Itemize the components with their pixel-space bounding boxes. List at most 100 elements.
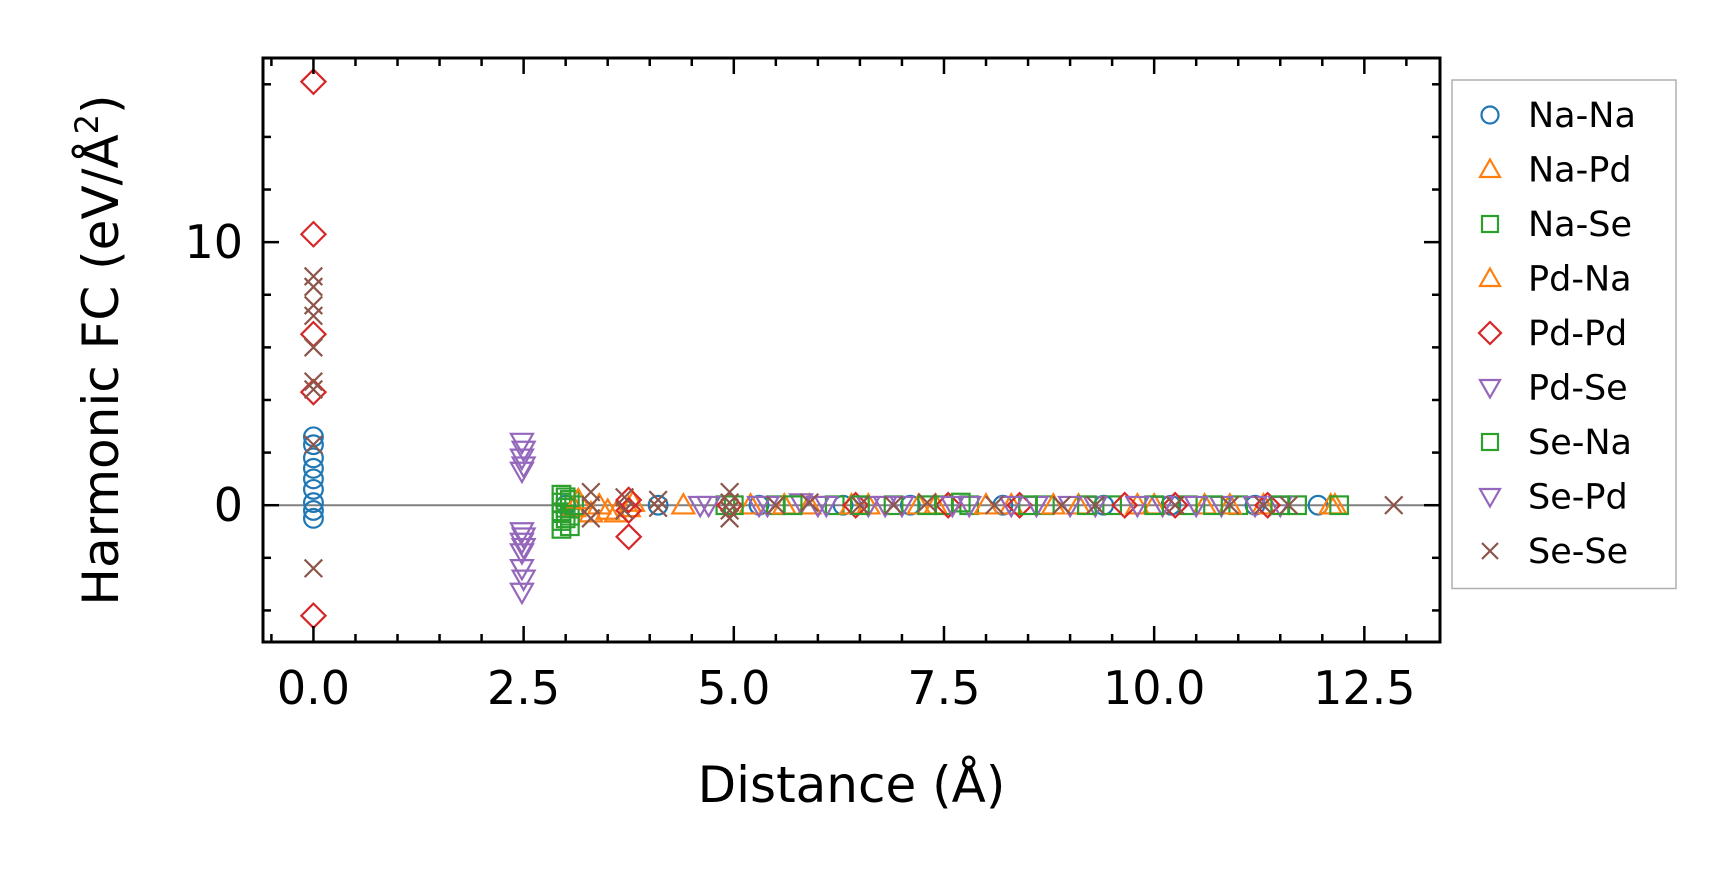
data-point [1384,495,1404,515]
data-point [303,558,324,578]
data-point [510,440,537,464]
data-point [720,500,740,521]
data-point [581,508,601,528]
data-point [303,379,324,400]
x-axis-label: Distance (Å) [698,756,1006,814]
data-point [883,495,904,515]
legend-marker [1478,378,1502,400]
tick-labels-layer: 0.0 2.5 5.0 7.5 10.0 12.5 0 10 [184,215,1415,715]
legend-marker [1480,432,1500,452]
data-point [934,491,962,519]
data-point [303,371,324,392]
data-point [850,495,870,516]
legend-entry: Se-Na [1480,423,1632,463]
plot-frame [261,56,1442,644]
data-point [303,435,324,455]
data-point [302,500,324,521]
legend-marker [1480,105,1500,125]
y-tick-label: 10 [184,215,243,269]
data-point [302,468,324,490]
legend-marker [1481,542,1499,560]
data-point [799,492,820,513]
data-point [614,500,635,521]
data-point [509,461,535,485]
y-axis-label: Harmonic FC (eV/Å2) [68,94,130,605]
legend-marker [1480,214,1500,234]
data-point [559,516,580,537]
legend-marker [1478,266,1502,288]
data-point [998,495,1025,519]
data-point [1161,491,1189,519]
data-point [299,220,328,248]
legend-entry: Se-Se [1481,532,1628,572]
x-tick-label: 0.0 [277,661,350,715]
legend-entry: Na-Pd [1478,151,1632,191]
y-axis-label-superscript: 2 [68,114,106,134]
data-point [1124,491,1151,515]
data-point [766,495,786,515]
data-point [648,490,668,510]
data-point [555,487,576,508]
y-axis-label-close: ) [72,94,130,114]
legend-entry: Pd-Pd [1477,314,1627,354]
data-point [299,68,328,96]
data-point [302,434,324,456]
data-point [509,582,535,606]
x-tick-label: 7.5 [907,661,980,715]
data-point [1165,495,1185,515]
data-point [1144,495,1165,516]
data-point [1124,495,1151,519]
data-point [695,495,722,519]
legend-entry: Se-Pd [1478,478,1628,518]
legend-label: Se-Se [1528,532,1628,572]
data-point [1216,491,1243,515]
legend-entry: Na-Se [1480,205,1632,245]
y-axis-label-main: Harmonic FC (eV/Å [72,134,130,605]
legend-label: Na-Se [1528,205,1632,245]
legend-label: Se-Na [1528,423,1632,463]
data-point [648,498,668,518]
data-point [302,507,324,529]
legend-label: Na-Na [1528,96,1636,136]
data-point [509,432,535,456]
data-point [984,495,1004,515]
legend: Na-Na Na-Pd Na-Se Pd-Na Pd-Pd Pd-Se Se-Na Se-Pd… [1451,79,1677,590]
data-point [1111,491,1139,519]
data-point [509,448,535,472]
data-point [1253,495,1274,515]
data-point [1018,495,1038,516]
data-point [1052,495,1072,515]
legend-marker [1477,320,1503,346]
data-point [850,495,870,515]
x-tick-label: 2.5 [487,661,560,715]
legend-label: Se-Pd [1528,478,1628,518]
data-point [510,569,537,593]
data-point [1183,495,1210,519]
data-point [917,492,937,513]
data-point [1220,495,1240,515]
data-point [720,492,740,513]
data-point [303,337,324,357]
legend-marker [1478,487,1502,509]
data-point [647,494,669,516]
data-point [720,508,740,528]
data-point [1085,495,1105,515]
legend-entries: Na-Na Na-Pd Na-Se Pd-Na Pd-Pd Pd-Se Se-Na Se-Pd… [1477,96,1636,572]
legend-entry: Pd-Se [1478,369,1628,409]
data-point [939,495,966,519]
series-se-se [303,266,1404,578]
legend-label: Pd-Na [1528,260,1632,300]
data-point [950,492,971,513]
data-point [796,491,823,515]
data-point [303,306,324,326]
x-tick-label: 5.0 [697,661,770,715]
data-point [615,523,643,551]
data-point [1203,495,1223,516]
data-point [1102,495,1123,516]
legend-entry: Na-Na [1480,96,1636,136]
data-point [302,492,324,514]
data-point [299,378,328,406]
data-point [737,491,764,515]
data-point [302,478,324,500]
